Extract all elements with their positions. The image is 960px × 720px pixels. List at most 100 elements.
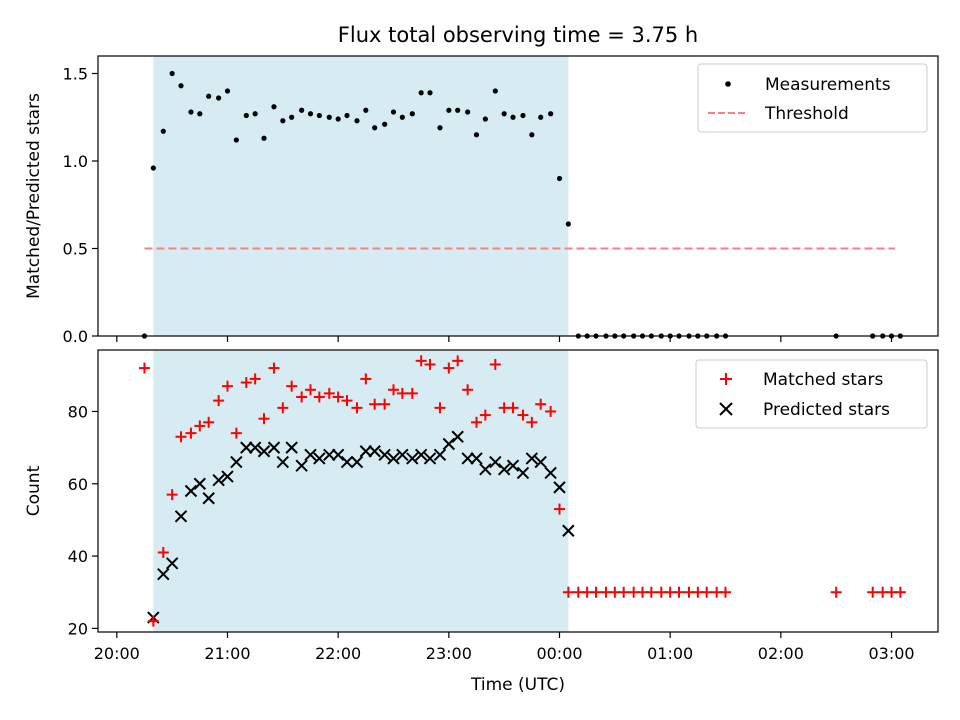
measurement-point (299, 107, 305, 113)
x-tick-label-1: 21:00 (204, 644, 250, 663)
predicted-point (165, 557, 179, 570)
measurement-point (150, 165, 156, 171)
bottom-panel: 20 40 60 80 20:00 21:00 22:00 23:00 00:00 01:00 0… (24, 349, 939, 695)
measurement-point (492, 88, 498, 94)
matched-point (526, 416, 538, 428)
matched-point (415, 355, 427, 367)
predicted-point (359, 445, 373, 458)
matched-point (313, 391, 325, 403)
x-tick-label-3: 23:00 (426, 644, 472, 663)
measurement-point (224, 88, 231, 94)
matched-point (867, 586, 879, 598)
x-axis-label: Time (UTC) (470, 675, 565, 695)
top-y-axis: 0.0 0.5 1.0 1.5 (63, 65, 98, 346)
measurement-point (178, 83, 184, 89)
matched-point (249, 373, 261, 385)
predicted-point (184, 484, 198, 498)
matched-point (240, 377, 252, 389)
measurement-point (280, 118, 286, 124)
measurement-point (307, 111, 314, 117)
measurement-point (169, 70, 175, 77)
predicted-point (406, 452, 419, 465)
bottom-legend: Matched stars Predicted stars (695, 359, 928, 429)
measurement-point (243, 112, 249, 119)
predicted-point (506, 459, 520, 472)
predicted-point (378, 448, 391, 462)
bottom-predicted-series (147, 430, 575, 624)
predicted-point (387, 452, 400, 465)
x-tick-label-2: 22:00 (315, 644, 361, 663)
predicted-point (248, 441, 262, 454)
predicted-point (295, 459, 308, 472)
matched-point (258, 413, 270, 425)
predicted-point (323, 448, 336, 462)
matched-point (147, 615, 159, 627)
legend-threshold-label: Threshold (764, 104, 849, 124)
matched-point (396, 387, 408, 399)
predicted-point (174, 510, 188, 523)
matched-point (277, 402, 289, 414)
bottom-y-tick-label-1: 40 (68, 547, 88, 566)
predicted-point (202, 492, 215, 505)
matched-point (323, 387, 335, 399)
predicted-point (423, 452, 437, 465)
matched-point (720, 586, 732, 598)
top-legend-box (697, 63, 928, 133)
x-tick-label-6: 02:00 (758, 644, 804, 663)
matched-point (701, 586, 713, 598)
matched-point (360, 373, 372, 385)
predicted-point (221, 470, 234, 483)
measurement-point (216, 95, 222, 101)
measurement-point (206, 93, 212, 99)
matched-point (387, 384, 399, 396)
predicted-point (230, 455, 243, 469)
bottom-y-axis: 20 40 60 80 (68, 402, 98, 638)
predicted-point (479, 463, 492, 476)
measurement-point (252, 111, 258, 117)
measurement-point (344, 112, 350, 119)
measurement-point (271, 104, 277, 110)
top-x-ticks (116, 336, 893, 342)
matched-point (286, 380, 298, 392)
matched-point (894, 586, 906, 598)
predicted-point (470, 452, 483, 465)
predicted-point (544, 466, 557, 480)
measurement-point (446, 107, 452, 113)
matched-point (304, 384, 316, 396)
bottom-legend-box (695, 359, 928, 429)
matched-point (341, 395, 353, 407)
matched-point (194, 420, 206, 432)
matched-point (424, 358, 436, 370)
x-tick-label-7: 03:00 (868, 644, 914, 663)
measurement-point (160, 128, 166, 134)
measurement-point (501, 111, 507, 117)
predicted-point (562, 524, 575, 537)
bottom-y-tick-label-2: 60 (68, 475, 88, 494)
measurement-point (465, 109, 471, 115)
legend-matched-marker (720, 373, 732, 385)
matched-point (443, 362, 455, 374)
matched-point (230, 427, 242, 439)
predicted-point (276, 455, 290, 469)
matched-point (462, 384, 474, 396)
predicted-point (240, 441, 253, 454)
predicted-point (313, 452, 326, 465)
predicted-point (157, 567, 170, 581)
measurement-point (482, 116, 488, 122)
top-legend: Measurements Threshold (697, 63, 928, 133)
top-y-tick-label-2: 1.0 (63, 152, 88, 171)
bottom-shaded-span (153, 350, 569, 632)
predicted-point (212, 473, 225, 487)
predicted-point (331, 448, 345, 462)
matched-point (618, 586, 630, 598)
measurement-point (538, 114, 544, 120)
matched-point (185, 427, 197, 439)
legend-measurement-marker (725, 81, 731, 87)
matched-point (379, 398, 391, 410)
top-plot-frame (97, 55, 939, 337)
matched-point (590, 586, 602, 598)
matched-point (138, 362, 150, 374)
matched-point (434, 402, 446, 414)
measurement-point (437, 125, 443, 131)
measurement-point (261, 135, 267, 141)
